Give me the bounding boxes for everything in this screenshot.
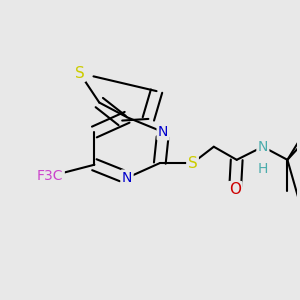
- Text: F3C: F3C: [37, 169, 64, 183]
- Text: H: H: [258, 162, 268, 176]
- Text: S: S: [75, 66, 85, 81]
- Text: H: H: [258, 162, 268, 176]
- Text: S: S: [188, 156, 197, 171]
- Text: N: N: [158, 125, 168, 139]
- Text: N: N: [122, 171, 132, 185]
- Text: O: O: [229, 182, 241, 197]
- Text: N: N: [258, 140, 268, 154]
